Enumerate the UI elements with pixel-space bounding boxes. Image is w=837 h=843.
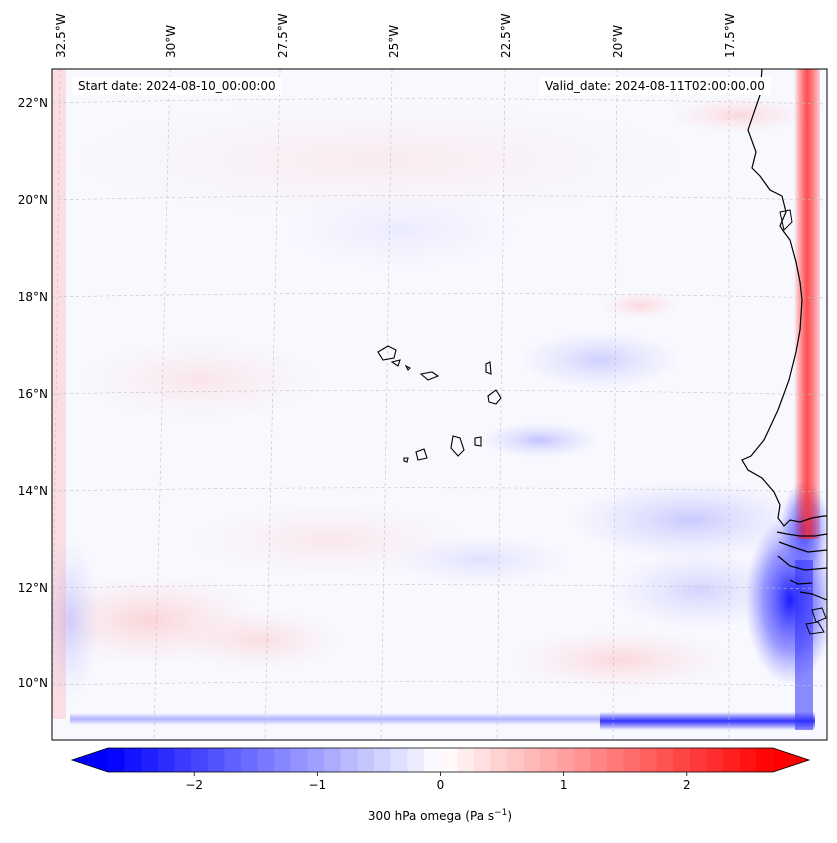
colorbar-segment [756, 748, 774, 772]
colorbar-segment [423, 748, 442, 772]
colorbar [70, 747, 811, 776]
lon-tick-label: 30°W [164, 24, 178, 58]
colorbar-segment [556, 748, 575, 772]
colorbar-segment [307, 748, 325, 772]
colorbar-segment [374, 748, 392, 772]
colorbar-segment [590, 748, 608, 772]
colorbar-segment [540, 748, 558, 772]
colorbar-segment [573, 748, 591, 772]
colorbar-extend-low [72, 748, 108, 772]
colorbar-segment [523, 748, 541, 772]
colorbar-tick-label: 1 [559, 778, 568, 792]
colorbar-segment [241, 748, 259, 772]
lon-tick-label: 22.5°W [499, 13, 513, 58]
colorbar-segment [689, 748, 708, 772]
colorbar-segment [490, 748, 508, 772]
lat-tick-label: 10°N [17, 676, 48, 690]
lat-tick-label: 14°N [17, 484, 48, 498]
colorbar-segment [390, 748, 408, 772]
lon-tick-label: 17.5°W [723, 13, 737, 58]
colorbar-segment [257, 748, 275, 772]
colorbar-segment [157, 748, 176, 772]
colorbar-segment [473, 748, 491, 772]
colorbar-tick-label: −1 [308, 778, 327, 792]
colorbar-segment [739, 748, 757, 772]
valid-date-label: Valid_date: 2024-08-11T02:00:00.00 [539, 77, 771, 95]
colorbar-segment [440, 748, 458, 772]
colorbar-segment [124, 748, 142, 772]
colorbar-extend-high [773, 748, 809, 772]
lat-tick-label: 20°N [17, 193, 48, 207]
colorbar-segment [673, 748, 691, 772]
colorbar-segment [457, 748, 475, 772]
lon-tick-label: 27.5°W [276, 13, 290, 58]
start-date-label: Start date: 2024-08-10_00:00:00 [72, 77, 282, 95]
colorbar-segment [324, 748, 342, 772]
africa-coastline [741, 68, 828, 601]
colorbar-label-close: ) [507, 809, 513, 823]
cape-verde-islands [377, 345, 502, 463]
colorbar-segment [507, 748, 525, 772]
colorbar-segment [108, 748, 126, 772]
colorbar-segment [656, 748, 674, 772]
lon-tick-label: 25°W [387, 24, 401, 58]
lon-tick-label: 32.5°W [54, 13, 68, 58]
colorbar-label-exponent: −1 [494, 808, 508, 818]
colorbar-tick-label: −2 [185, 778, 204, 792]
colorbar-segment [141, 748, 159, 772]
colorbar-segment [623, 748, 641, 772]
colorbar-segment [407, 748, 425, 772]
lat-tick-label: 12°N [17, 581, 48, 595]
lat-tick-label: 16°N [17, 387, 48, 401]
colorbar-label-text: 300 hPa omega (Pa s [367, 809, 495, 823]
colorbar-segment [207, 748, 225, 772]
lat-tick-label: 18°N [17, 290, 48, 304]
colorbar-label: 300 hPa omega (Pa s−1) [368, 808, 512, 823]
lon-tick-label: 20°W [611, 24, 625, 58]
colorbar-segment [640, 748, 658, 772]
lat-tick-label: 22°N [17, 96, 48, 110]
colorbar-segment [606, 748, 624, 772]
colorbar-segment [340, 748, 358, 772]
omega-field [52, 69, 827, 730]
colorbar-segment [274, 748, 292, 772]
colorbar-tick-label: 2 [682, 778, 691, 792]
colorbar-segment [174, 748, 192, 772]
colorbar-segment [191, 748, 209, 772]
colorbar-segment [357, 748, 375, 772]
colorbar-segment [290, 748, 309, 772]
colorbar-segment [706, 748, 724, 772]
colorbar-tick-label: 0 [436, 778, 445, 792]
colorbar-segment [224, 748, 242, 772]
graticule [51, 68, 828, 741]
colorbar-outline [70, 747, 811, 773]
map-frame [51, 68, 828, 741]
colorbar-segment [723, 748, 741, 772]
